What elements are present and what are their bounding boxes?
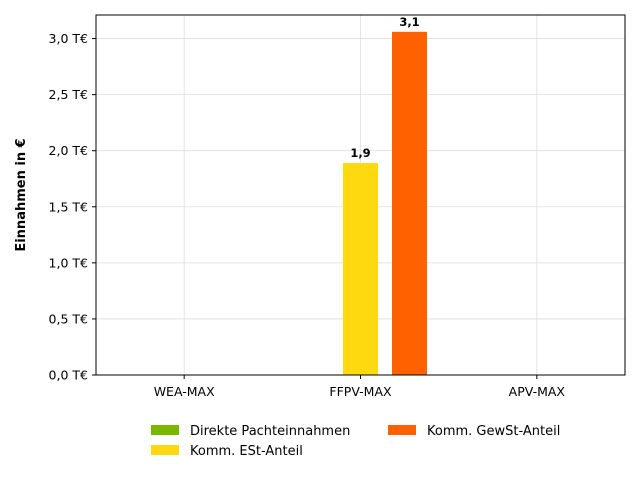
y-axis-ticks: 0,0 T€ 0,5 T€ 1,0 T€ 1,5 T€ 2,0 T€ 2,5 T€ 3,0 … (49, 31, 96, 383)
y-tick-label: 3,0 T€ (49, 31, 88, 46)
x-tick-label: APV-MAX (509, 384, 566, 399)
data-label: 1,9 (350, 146, 370, 160)
y-tick-label: 0,5 T€ (49, 311, 88, 326)
y-tick-label: 1,5 T€ (49, 199, 88, 214)
x-tick-label: WEA-MAX (154, 384, 215, 399)
data-label: 3,1 (399, 15, 419, 29)
bar-komm-est-anteil-ffpv-max (343, 163, 378, 375)
bar-komm-gewst-anteil-ffpv-max (392, 31, 427, 376)
y-axis-title: Einnahmen in € (14, 138, 29, 251)
legend-label: Komm. ESt-Anteil (190, 444, 303, 459)
legend-swatch (151, 425, 179, 435)
y-tick-label: 0,0 T€ (49, 368, 88, 383)
data-labels: 1,9 3,1 (350, 15, 419, 160)
y-tick-label: 2,0 T€ (49, 143, 88, 158)
y-tick-label: 2,5 T€ (49, 87, 88, 102)
legend-label: Direkte Pachteinnahmen (190, 424, 350, 439)
y-tick-label: 1,0 T€ (49, 255, 88, 270)
legend-swatch (388, 425, 416, 435)
legend-label: Komm. GewSt-Anteil (427, 424, 560, 439)
bars (343, 31, 427, 376)
legend-swatch (151, 445, 179, 455)
x-axis-ticks: WEA-MAX FFPV-MAX APV-MAX (154, 375, 566, 399)
x-tick-label: FFPV-MAX (329, 384, 392, 399)
legend: Direkte Pachteinnahmen Komm. ESt-Anteil Ko… (151, 424, 560, 459)
